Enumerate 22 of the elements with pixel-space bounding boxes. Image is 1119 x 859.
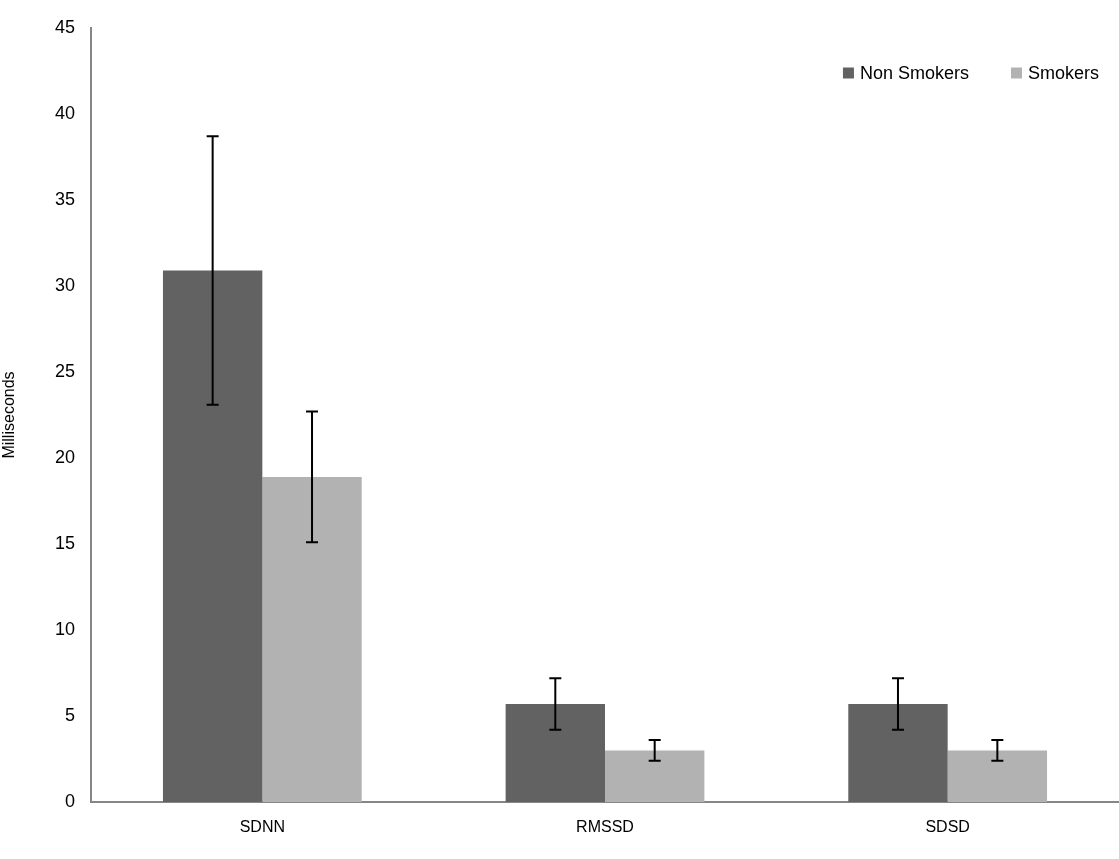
x-tick-label: SDSD [925,818,970,836]
y-tick-label: 35 [54,188,75,209]
y-tick-label: 10 [54,618,75,639]
legend-label: Smokers [1027,62,1099,83]
legend-label: Non Smokers [859,62,969,83]
y-tick-label: 40 [54,102,75,123]
bar [947,750,1048,802]
x-tick-label: SDNN [239,818,286,836]
bar [848,703,948,802]
y-tick-label: 25 [54,360,75,381]
bar [505,703,605,802]
y-tick-label: 30 [54,274,75,295]
y-tick-label: 20 [54,446,75,467]
y-tick-label: 45 [54,16,75,37]
y-axis-title: Milliseconds [0,371,18,459]
y-tick-label: 15 [54,532,75,553]
bar [605,750,705,802]
y-tick-label: 5 [64,704,75,725]
bar [162,270,263,802]
bar [262,476,362,802]
y-tick-label: 0 [64,790,75,811]
x-tick-label: RMSSD [576,818,634,836]
